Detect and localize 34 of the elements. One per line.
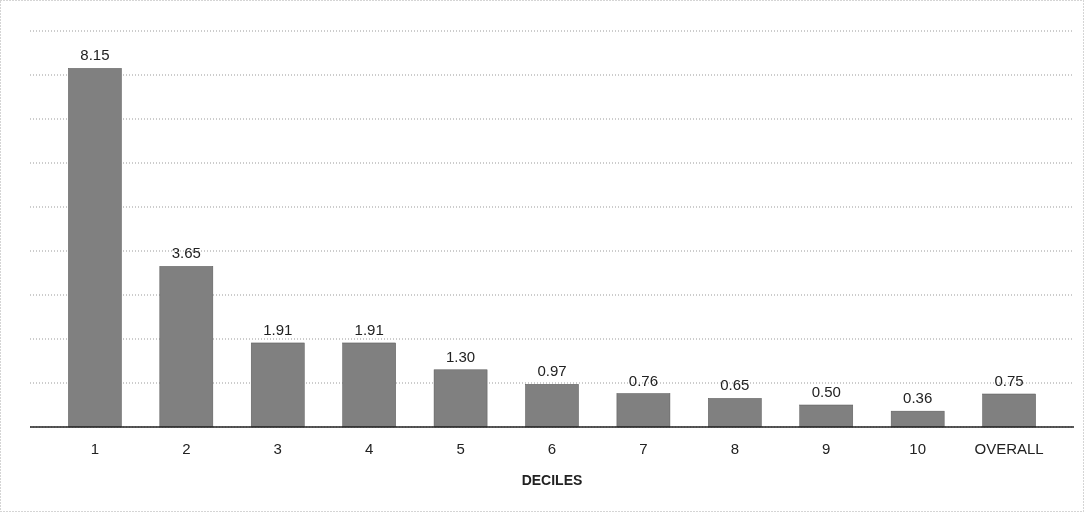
data-label: 8.15	[80, 46, 110, 64]
data-label: 1.91	[354, 320, 384, 338]
bar	[342, 342, 396, 428]
bar	[159, 266, 214, 428]
x-tick-label: 7	[639, 440, 648, 457]
data-label: 3.65	[171, 244, 201, 262]
bar	[708, 398, 762, 428]
bar	[525, 384, 579, 428]
x-tick-label: 8	[730, 440, 740, 457]
x-axis-title: DECILES	[521, 472, 583, 488]
data-label: 0.97	[537, 362, 567, 380]
data-label: 0.50	[811, 383, 841, 400]
bar	[799, 404, 854, 428]
bar	[433, 369, 488, 428]
data-label: 0.65	[720, 376, 750, 394]
data-label: 1.91	[263, 320, 293, 338]
data-label: 0.76	[628, 371, 659, 389]
x-tick-label: 1	[90, 440, 100, 457]
x-tick-label: 10	[909, 440, 927, 457]
data-label: 0.75	[994, 372, 1024, 389]
x-tick-label: OVERALL	[974, 440, 1044, 457]
x-tick-label: 5	[456, 440, 465, 457]
x-tick-label: 4	[364, 440, 374, 457]
bar	[890, 410, 945, 428]
x-tick-label: 9	[822, 440, 831, 457]
x-tick-label: 6	[547, 440, 557, 457]
bar	[250, 342, 305, 428]
bar	[982, 393, 1036, 428]
x-tick-label: 3	[273, 440, 282, 457]
data-label: 1.30	[445, 347, 476, 365]
bar	[616, 393, 671, 428]
data-label: 0.36	[903, 389, 933, 407]
x-tick-label: 2	[182, 440, 191, 457]
bar	[68, 68, 122, 428]
